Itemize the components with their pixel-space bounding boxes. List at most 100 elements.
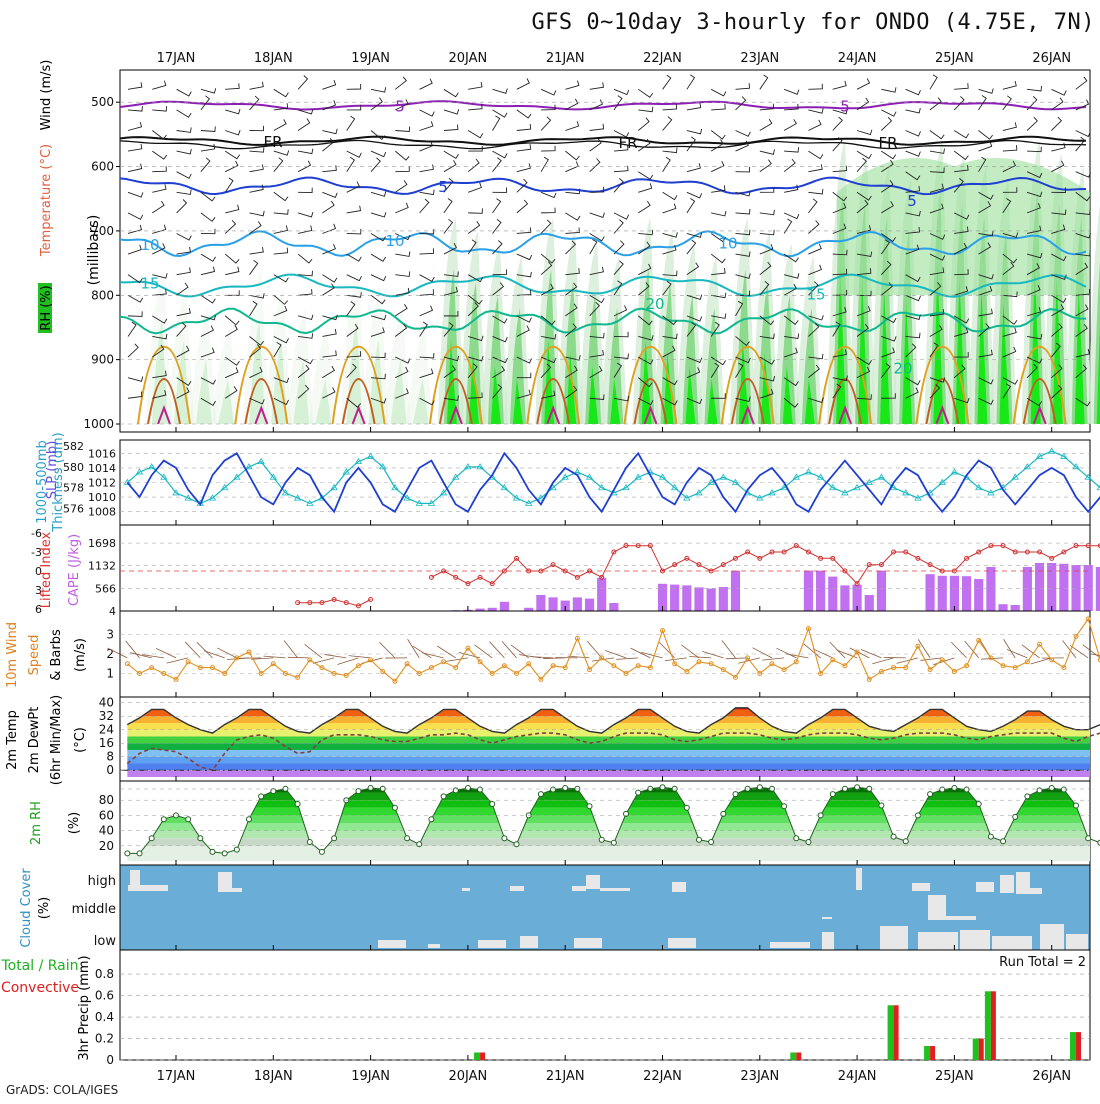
cape-bar: [719, 587, 728, 611]
precip-convective-label: Convective: [1, 980, 79, 996]
wind-tick-label: 3: [106, 628, 114, 642]
cloud-clear-block: [1016, 872, 1030, 894]
cloud-level-label: low: [94, 934, 117, 949]
cape-bar: [1035, 563, 1044, 611]
precip-total-bar: [474, 1052, 480, 1060]
temp-axis-label-4: (°C): [73, 727, 88, 753]
rh-band: [120, 823, 1090, 831]
rh2m-point: [1001, 839, 1006, 844]
cape-bar: [1047, 563, 1056, 611]
temp-band: [120, 763, 1090, 770]
rh-tick-label: 40: [99, 824, 114, 838]
rh-band: [120, 815, 1090, 823]
rh2m-point: [356, 789, 361, 794]
cloud-clear-block: [218, 872, 232, 892]
temp-axis-label-2: 2m DewPt: [27, 707, 42, 774]
cape-bar: [974, 579, 983, 611]
cape-bar: [1096, 567, 1100, 611]
date-label-bottom: 23JAN: [740, 1069, 779, 1084]
precip-convective-bar: [796, 1052, 801, 1060]
rh2m-point: [1049, 786, 1054, 791]
rh2m-point: [210, 849, 215, 854]
cloud-clear-block: [912, 883, 930, 891]
cape-bar: [731, 571, 740, 611]
wind10-barb: [502, 641, 516, 658]
rh2m-point: [453, 788, 458, 793]
rh2m-point: [794, 836, 799, 841]
cloud-clear-block: [478, 940, 506, 948]
cape-bar: [950, 576, 959, 611]
cape-axis-label: CAPE (J/kg): [67, 534, 82, 606]
precip-axis-label: 3hr Precip (mm): [77, 955, 92, 1060]
cape-bar: [707, 589, 716, 611]
rh-band: [120, 800, 1090, 808]
wind10-barb: [349, 656, 371, 658]
pressure-tick-label: 1000: [83, 417, 114, 431]
cape-bar: [548, 597, 557, 611]
date-label-top: 26JAN: [1032, 51, 1071, 66]
thickness-tick-label: 580: [63, 461, 84, 474]
rh2m-point: [319, 849, 324, 854]
cloud-clear-block: [992, 936, 1032, 950]
rh2m-point: [295, 802, 300, 807]
date-label-bottom: 19JAN: [351, 1069, 390, 1084]
wind10-barb: [665, 658, 687, 661]
contour-label: 10: [385, 232, 404, 250]
cape-bar: [938, 576, 947, 611]
date-label-bottom: 26JAN: [1032, 1069, 1071, 1084]
rh2m-point: [988, 834, 993, 839]
cape-tick-label: 566: [95, 582, 116, 595]
cloud-clear-block: [976, 882, 994, 892]
temp-band: [120, 703, 1090, 710]
temperature-axis-label: Temperature (°C): [39, 144, 54, 257]
rh2m-point: [429, 817, 434, 822]
temp-tick-label: 16: [99, 736, 114, 750]
rh2m-point: [1037, 788, 1042, 793]
precip-convective-bar: [979, 1039, 984, 1060]
contour-label: 5: [840, 97, 850, 115]
wind10-barb: [872, 658, 893, 664]
rh2m-point: [709, 840, 714, 845]
rh2m-point: [879, 803, 884, 808]
rh2m-point: [1061, 787, 1066, 792]
wind10-barb: [702, 651, 723, 657]
wind10-barb: [1031, 658, 1052, 664]
rh2m-point: [161, 817, 166, 822]
wind10-barb: [490, 642, 505, 658]
temp-band: [120, 757, 1090, 764]
rh2m-point: [587, 804, 592, 809]
rh2m-point: [234, 847, 239, 852]
rh2m-point: [928, 792, 933, 797]
pressure-tick-label: 600: [91, 160, 114, 174]
wind10-barb: [126, 641, 140, 658]
precip-panel-frame: [120, 950, 1090, 1060]
precip-convective-bar: [991, 991, 996, 1060]
date-label-top: 21JAN: [546, 51, 585, 66]
date-label-bottom: 24JAN: [838, 1069, 877, 1084]
rh-band: [120, 808, 1090, 816]
precip-convective-bar: [930, 1046, 935, 1060]
rh2m-point: [246, 817, 251, 822]
temp-band: [120, 723, 1090, 730]
rh2m-point: [186, 817, 191, 822]
cloud-clear-block: [572, 886, 586, 891]
page-title: GFS 0~10day 3-hourly for ONDO (4.75E, 7N…: [0, 10, 1095, 35]
precip-total-bar: [985, 991, 991, 1060]
cape-bar: [986, 567, 995, 611]
cloud-clear-block: [462, 888, 470, 891]
cape-bar: [998, 604, 1007, 611]
contour-label: 5: [395, 97, 405, 115]
cape-bar: [573, 597, 582, 611]
rh2m-point: [538, 792, 543, 797]
cloud-clear-block: [378, 940, 406, 948]
cape-bar: [682, 585, 691, 611]
date-label-top: 22JAN: [643, 51, 682, 66]
wind10-axis-label-4: (m/s): [73, 638, 88, 672]
wind10-barb: [197, 642, 213, 658]
wind10-barb: [422, 653, 443, 658]
wind10-barb: [204, 651, 225, 658]
date-label-top: 23JAN: [740, 51, 779, 66]
credit-label: GrADS: COLA/IGES: [6, 1083, 118, 1097]
contour-label: 10: [140, 236, 159, 254]
